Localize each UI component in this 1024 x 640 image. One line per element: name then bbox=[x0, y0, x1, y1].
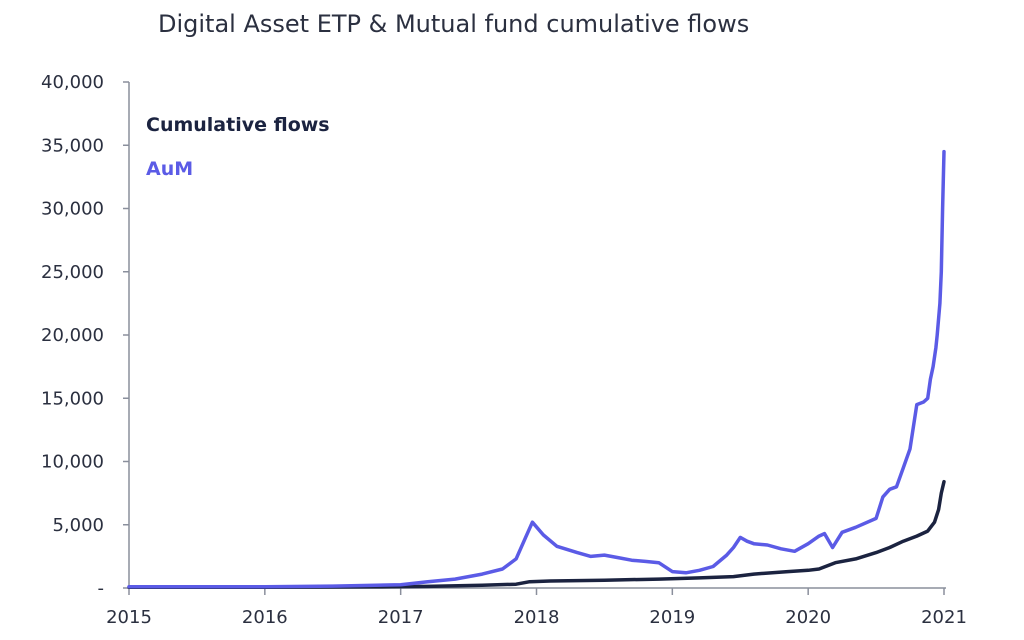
y-tick-label: 5,000 bbox=[52, 515, 104, 536]
x-tick-label: 2015 bbox=[106, 607, 152, 628]
series-line-cumulative-flows bbox=[127, 479, 946, 589]
chart-title: Digital Asset ETP & Mutual fund cumulati… bbox=[158, 10, 749, 38]
y-tick-label: 30,000 bbox=[41, 199, 104, 220]
legend-aum: AuM bbox=[146, 158, 193, 180]
x-tick-label: 2021 bbox=[921, 607, 967, 628]
y-tick-label: 35,000 bbox=[41, 135, 104, 156]
y-tick-label: - bbox=[98, 578, 105, 599]
x-tick-label: 2018 bbox=[514, 607, 560, 628]
x-tick-label: 2017 bbox=[378, 607, 424, 628]
legend-cumulative-flows: Cumulative flows bbox=[146, 114, 330, 136]
x-axis-ticks: 2015 2016 2017 2018 2019 2020 2021 bbox=[106, 588, 967, 628]
x-tick-label: 2016 bbox=[242, 607, 288, 628]
y-tick-label: 40,000 bbox=[41, 72, 104, 93]
y-tick-label: 20,000 bbox=[41, 325, 104, 346]
y-tick-label: 10,000 bbox=[41, 452, 104, 473]
y-tick-label: 15,000 bbox=[41, 388, 104, 409]
x-tick-label: 2019 bbox=[649, 607, 695, 628]
series-line-aum bbox=[127, 149, 946, 589]
series-layer bbox=[127, 149, 946, 589]
y-axis-ticks: - 5,000 10,000 15,000 20,000 25,000 30,000 35,0… bbox=[41, 72, 129, 599]
x-tick-label: 2020 bbox=[785, 607, 831, 628]
y-tick-label: 25,000 bbox=[41, 262, 104, 283]
